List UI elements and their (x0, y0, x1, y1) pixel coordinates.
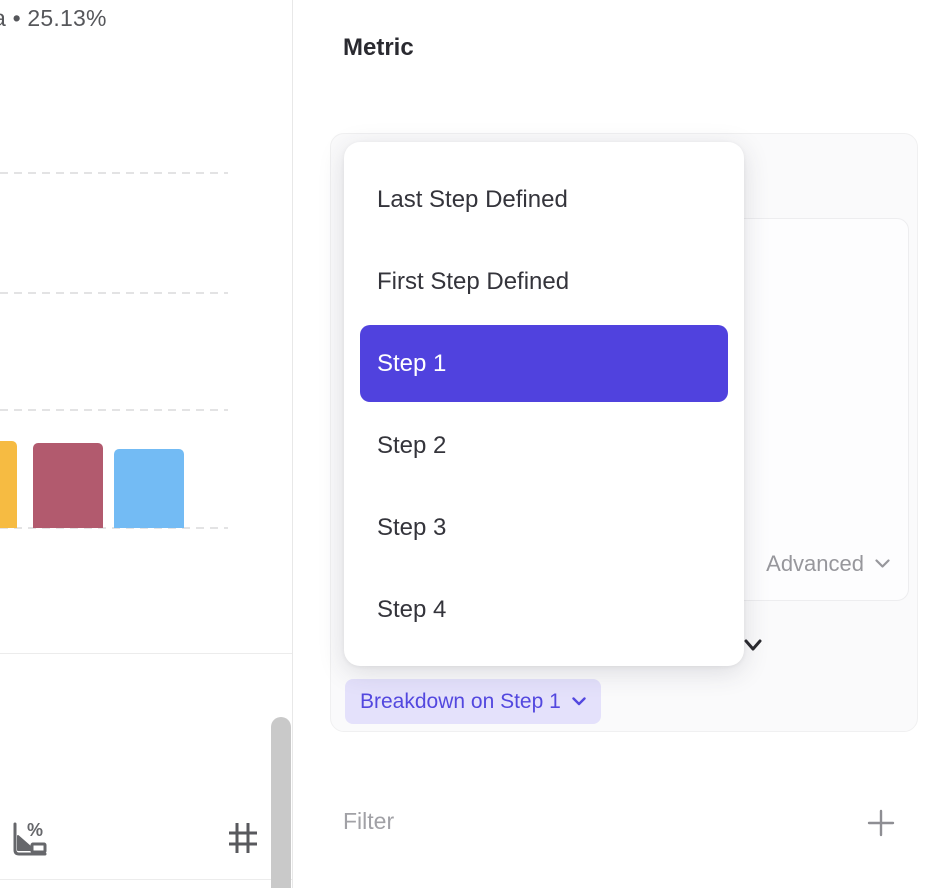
chevron-down-icon[interactable] (744, 638, 762, 652)
panel-divider (0, 653, 292, 654)
bar-maroon[interactable] (33, 443, 103, 528)
gridline (0, 527, 228, 529)
bar-yellow[interactable] (0, 441, 17, 528)
menu-item-step-1[interactable]: Step 1 (360, 325, 728, 402)
menu-item-last-step-defined[interactable]: Last Step Defined (377, 185, 568, 213)
bar-blue[interactable] (114, 449, 184, 528)
gridline (0, 409, 228, 411)
number-hash-icon[interactable] (227, 820, 259, 856)
add-filter-button[interactable] (866, 808, 896, 838)
gridline (0, 292, 228, 294)
panel-divider (0, 879, 292, 880)
advanced-label: Advanced (766, 551, 864, 576)
panel-title: Metric (343, 34, 414, 61)
chart-panel: a • 25.13% % (0, 0, 293, 888)
menu-item-first-step-defined[interactable]: First Step Defined (377, 267, 570, 295)
gridline (0, 172, 228, 174)
chevron-down-icon (875, 559, 890, 568)
menu-item-step-3[interactable]: Step 3 (377, 513, 447, 541)
advanced-toggle[interactable]: Advanced (766, 551, 890, 577)
series-legend-value: a • 25.13% (0, 5, 107, 31)
chevron-down-icon (572, 697, 586, 706)
step-select-dropdown: Last Step Defined First Step Defined Ste… (344, 142, 744, 666)
menu-item-step-2[interactable]: Step 2 (377, 431, 447, 459)
vertical-scrollbar-thumb[interactable] (271, 717, 291, 888)
svg-text:%: % (27, 820, 43, 840)
breakdown-label: Breakdown on Step 1 (360, 689, 561, 713)
breakdown-on-step-button[interactable]: Breakdown on Step 1 (345, 679, 601, 724)
menu-item-step-4[interactable]: Step 4 (377, 595, 447, 623)
filter-section-label: Filter (343, 808, 395, 834)
percent-area-chart-icon[interactable]: % (7, 820, 47, 858)
